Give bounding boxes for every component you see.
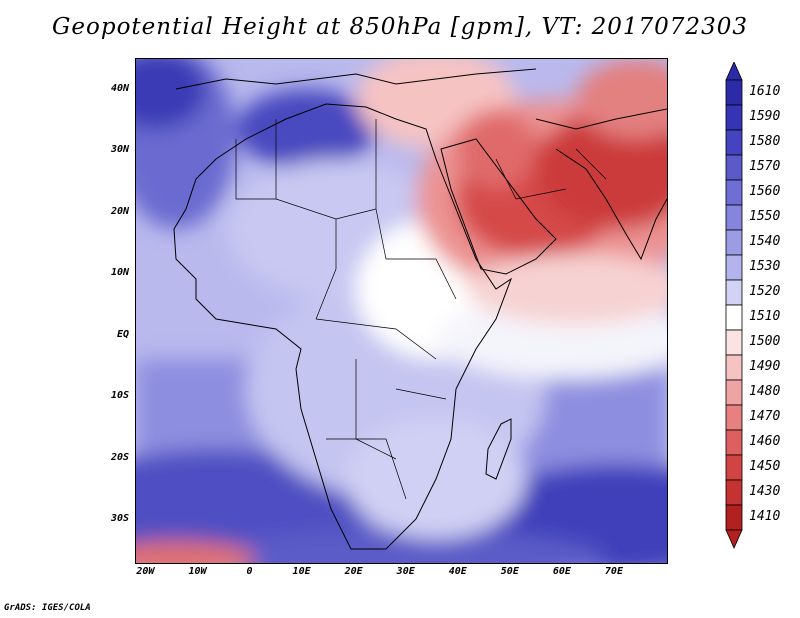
asia-coastline [535,108,667,130]
colorbar-swatch [725,379,743,406]
geopotential-map [136,59,667,563]
colorbar-level-label: 1570 [749,158,781,174]
colorbar-level-label: 1540 [749,233,781,249]
lat-tick-label: 10N [110,267,129,279]
colorbar-level-label: 1580 [749,133,781,149]
colorbar-bottom-arrow [725,529,743,549]
lon-tick-label: 40E [448,566,467,577]
lon-tick-label: 10W [188,566,207,577]
colorbar-level-label: 1610 [749,83,781,99]
colorbar [725,62,743,549]
colorbar-swatch [725,354,743,381]
colorbar-level-label: 1550 [749,208,781,224]
colorbar-level-label: 1450 [749,458,781,474]
colorbar-swatch [725,479,743,506]
colorbar-swatch [725,229,743,256]
colorbar-level-label: 1480 [749,383,781,399]
india-coastline [555,148,667,261]
colorbar-level-label: 1530 [749,258,781,274]
lon-tick-label: 20W [136,566,155,577]
lon-tick-label: 0 [246,566,253,577]
colorbar-swatch [725,304,743,331]
country-borders [235,119,607,500]
colorbar-level-label: 1560 [749,183,781,199]
lon-tick-label: 60E [552,566,571,577]
lat-tick-label: 20N [110,205,129,217]
colorbar-level-label: 1430 [749,483,781,499]
colorbar-swatch [725,129,743,156]
colorbar-level-label: 1470 [749,408,781,424]
colorbar-swatch [725,104,743,131]
colorbar-top-arrow [725,62,743,81]
lat-tick-label: 20S [110,451,129,463]
colorbar-swatch [725,279,743,306]
colorbar-level-label: 1590 [749,108,781,124]
colorbar-swatch [725,429,743,456]
lat-tick-label: 30N [110,144,129,156]
colorbar-level-label: 1410 [749,508,781,524]
colorbar-swatch [725,504,743,531]
arabia-coastline [440,138,557,275]
grads-credit: GrADS: IGES/COLA [4,603,91,613]
colorbar-level-label: 1510 [749,308,781,324]
lon-tick-label: 70E [604,566,623,577]
colorbar-level-label: 1490 [749,358,781,374]
colorbar-swatch [725,179,743,206]
lat-tick-label: 40N [110,82,129,94]
colorbar-swatch [725,204,743,231]
lat-tick-label: 30S [110,512,129,524]
lon-tick-label: 30E [396,566,415,577]
madagascar-coastline [485,418,512,480]
colorbar-level-label: 1520 [749,283,781,299]
colorbar-swatch [725,154,743,181]
lon-tick-label: 10E [292,566,311,577]
lon-tick-label: 50E [500,566,519,577]
colorbar-swatch [725,404,743,431]
lon-tick-label: 20E [344,566,363,577]
colorbar-swatch [725,454,743,481]
colorbar-swatch [725,79,743,106]
europe-coastline [175,68,537,90]
colorbar-swatch [725,329,743,356]
map-title: Geopotential Height at 850hPa [gpm], VT:… [52,14,748,40]
lat-tick-label: 10S [110,390,129,402]
height-field [136,59,667,563]
map-panel [135,58,668,564]
colorbar-swatch [725,254,743,281]
colorbar-level-label: 1460 [749,433,781,449]
colorbar-level-label: 1500 [749,333,781,349]
lat-tick-label: EQ [116,328,129,340]
